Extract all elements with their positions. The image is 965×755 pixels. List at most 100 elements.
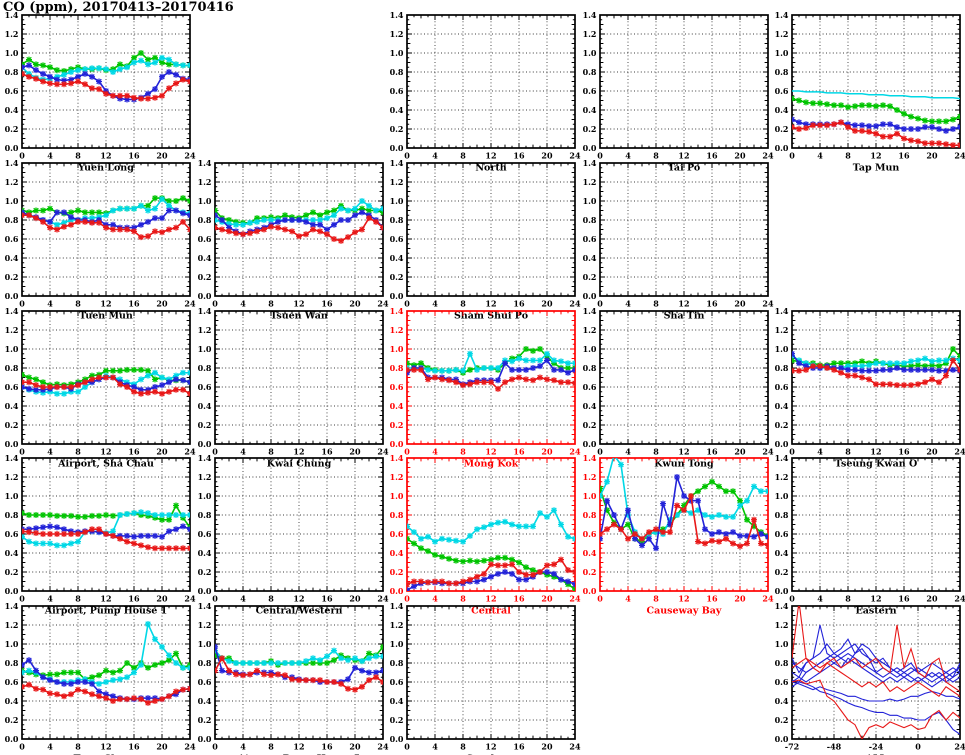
svg-text:8: 8 (845, 594, 851, 604)
svg-text:24: 24 (569, 151, 581, 161)
svg-text:1.2: 1.2 (5, 472, 19, 482)
svg-text:0.2: 0.2 (198, 272, 212, 282)
svg-text:0.4: 0.4 (583, 253, 597, 263)
svg-text:1.0: 1.0 (390, 491, 404, 501)
series-blue (600, 474, 768, 552)
svg-text:4: 4 (432, 742, 438, 752)
svg-text:1.0: 1.0 (390, 344, 404, 354)
svg-text:8: 8 (460, 594, 466, 604)
svg-text:1.4: 1.4 (390, 11, 404, 20)
svg-text:1.4: 1.4 (5, 11, 19, 20)
svg-text:16: 16 (321, 447, 333, 457)
svg-text:4: 4 (432, 299, 438, 309)
svg-text:20: 20 (156, 742, 168, 752)
svg-text:0.2: 0.2 (390, 272, 404, 282)
grid-lines (22, 15, 190, 148)
svg-text:20: 20 (734, 299, 746, 309)
svg-text:0: 0 (404, 447, 410, 457)
svg-text:0: 0 (597, 151, 603, 161)
svg-text:1.4: 1.4 (198, 602, 212, 611)
grid-lines (600, 163, 768, 296)
chart-title: Airport, Pump House 5 (237, 754, 361, 755)
svg-text:0: 0 (789, 447, 795, 457)
svg-text:8: 8 (653, 151, 659, 161)
axis-ticks (214, 457, 384, 592)
svg-text:8: 8 (460, 299, 466, 309)
svg-text:24: 24 (762, 151, 774, 161)
grid-lines (215, 458, 383, 591)
svg-text:0.4: 0.4 (390, 696, 404, 706)
svg-text:0: 0 (19, 594, 25, 604)
svg-text:1.0: 1.0 (390, 639, 404, 649)
svg-text:4: 4 (817, 151, 823, 161)
series-red (792, 119, 960, 148)
grid-lines (215, 606, 383, 739)
svg-text:0: 0 (19, 151, 25, 161)
svg-text:0.2: 0.2 (775, 567, 789, 577)
grid-lines (792, 458, 960, 591)
svg-text:0.6: 0.6 (775, 529, 789, 539)
svg-text:0.4: 0.4 (775, 401, 789, 411)
svg-text:0.2: 0.2 (5, 420, 19, 430)
svg-text:0.4: 0.4 (198, 253, 212, 263)
svg-text:4: 4 (625, 299, 631, 309)
page-title: CO (ppm), 20170413–20170416 (3, 0, 234, 15)
svg-text:0.8: 0.8 (390, 658, 404, 668)
svg-text:0.8: 0.8 (390, 67, 404, 77)
series-cyan (215, 647, 383, 666)
svg-text:12: 12 (485, 447, 496, 457)
svg-text:0.0: 0.0 (5, 143, 19, 153)
svg-text:0.4: 0.4 (198, 401, 212, 411)
svg-text:1.4: 1.4 (775, 307, 789, 316)
svg-text:0.8: 0.8 (5, 215, 19, 225)
svg-text:1.2: 1.2 (5, 325, 19, 335)
svg-text:0.4: 0.4 (583, 548, 597, 558)
svg-text:12: 12 (678, 594, 689, 604)
svg-text:1.0: 1.0 (390, 196, 404, 206)
svg-text:0.0: 0.0 (583, 439, 597, 449)
svg-text:12: 12 (100, 594, 111, 604)
svg-text:0.2: 0.2 (198, 420, 212, 430)
svg-text:4: 4 (817, 447, 823, 457)
svg-text:8: 8 (75, 447, 81, 457)
svg-text:12: 12 (293, 594, 304, 604)
svg-text:1.0: 1.0 (583, 491, 597, 501)
svg-text:20: 20 (156, 447, 168, 457)
svg-text:0.6: 0.6 (390, 382, 404, 392)
svg-text:0.8: 0.8 (5, 658, 19, 668)
svg-text:0.6: 0.6 (5, 86, 19, 96)
svg-text:24: 24 (377, 299, 389, 309)
svg-text:0: 0 (404, 151, 410, 161)
svg-text:4: 4 (47, 742, 53, 752)
svg-text:12: 12 (485, 151, 496, 161)
svg-text:0.2: 0.2 (5, 715, 19, 725)
svg-text:0.4: 0.4 (390, 401, 404, 411)
svg-text:1.2: 1.2 (198, 620, 212, 630)
svg-text:1.4: 1.4 (5, 602, 19, 611)
svg-text:0.2: 0.2 (775, 420, 789, 430)
svg-text:20: 20 (926, 151, 938, 161)
svg-text:0.8: 0.8 (5, 363, 19, 373)
svg-text:1.4: 1.4 (390, 602, 404, 611)
svg-text:24: 24 (954, 151, 965, 161)
svg-text:0.6: 0.6 (390, 86, 404, 96)
svg-text:1.0: 1.0 (198, 344, 212, 354)
svg-text:12: 12 (100, 742, 111, 752)
axis-labels: 0 4 8 12 16 20 24 0.0 0.2 0.4 0.6 0.8 1.0 1.2 1.4 (583, 10, 774, 161)
svg-text:0: 0 (19, 447, 25, 457)
axis-labels: 0 4 8 12 16 20 24 0.0 0.2 0.4 0.6 0.8 1.0 1.2 1.4 (583, 453, 774, 604)
svg-text:0: 0 (19, 742, 25, 752)
axis-ticks (214, 162, 384, 297)
svg-text:1.0: 1.0 (5, 639, 19, 649)
svg-text:24: 24 (762, 594, 774, 604)
svg-text:0.6: 0.6 (583, 529, 597, 539)
svg-text:0.4: 0.4 (390, 105, 404, 115)
chart-title: Southern (466, 754, 515, 755)
svg-text:0.4: 0.4 (5, 696, 19, 706)
svg-text:12: 12 (678, 151, 689, 161)
svg-text:0.8: 0.8 (583, 510, 597, 520)
svg-text:20: 20 (734, 447, 746, 457)
svg-text:0: 0 (212, 299, 218, 309)
svg-text:1.4: 1.4 (390, 454, 404, 463)
axis-ticks (21, 457, 191, 592)
